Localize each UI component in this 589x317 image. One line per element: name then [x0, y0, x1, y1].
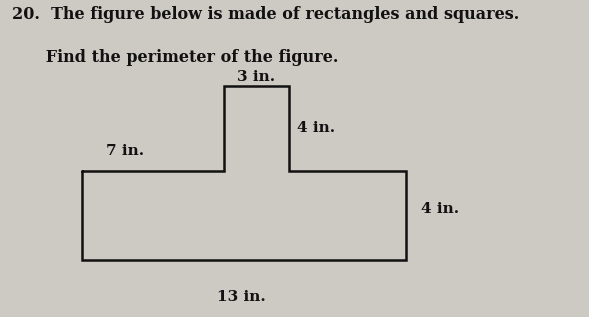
Text: 20.  The figure below is made of rectangles and squares.: 20. The figure below is made of rectangl… — [12, 6, 519, 23]
Text: 13 in.: 13 in. — [217, 290, 266, 304]
Text: 4 in.: 4 in. — [421, 202, 459, 216]
Text: 3 in.: 3 in. — [237, 70, 275, 84]
Text: 4 in.: 4 in. — [297, 121, 336, 135]
Text: Find the perimeter of the figure.: Find the perimeter of the figure. — [12, 49, 338, 66]
Text: 7 in.: 7 in. — [106, 144, 144, 158]
